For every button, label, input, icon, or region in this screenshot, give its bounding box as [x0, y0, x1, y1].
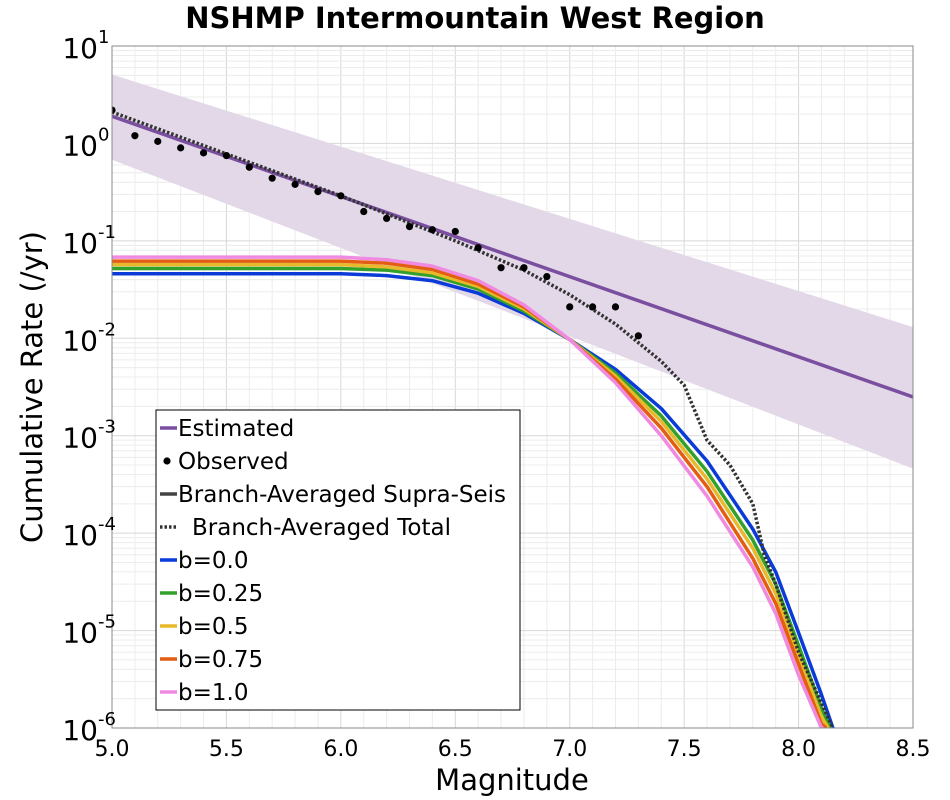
observed-point — [131, 132, 139, 140]
x-tick-label: 5.5 — [209, 737, 244, 762]
observed-point — [474, 244, 482, 252]
legend-label: b=0.0 — [178, 548, 248, 574]
observed-point — [634, 332, 642, 340]
observed-point — [566, 303, 574, 311]
observed-point — [520, 264, 528, 272]
legend-entry: Observed — [163, 449, 289, 475]
legend-entry: Branch-Averaged Supra-Seis — [160, 482, 506, 508]
observed-point — [222, 152, 231, 160]
observed-point — [112, 106, 116, 114]
legend-label: b=0.25 — [178, 581, 263, 607]
series-b-1-0 — [112, 255, 824, 728]
observed-point — [177, 144, 185, 152]
observed-point — [451, 227, 459, 236]
y-tick-base: 10 — [62, 227, 98, 260]
y-tick-exponent: -5 — [98, 612, 116, 633]
y-tick-label: 10 -3 — [62, 417, 116, 455]
legend-entry: Estimated — [160, 416, 294, 442]
y-tick-label: 10 -4 — [62, 514, 116, 552]
x-tick-label: 6.0 — [323, 737, 358, 762]
observed-point — [337, 192, 345, 200]
legend-entry: Branch-Averaged Total — [160, 515, 451, 541]
y-tick-base: 10 — [62, 422, 98, 455]
y-tick-exponent: -1 — [98, 222, 116, 243]
legend-entry: b=0.75 — [160, 647, 263, 673]
y-tick-base: 10 — [62, 324, 98, 357]
legend-entry: b=0.0 — [160, 548, 248, 574]
series-b-0-0 — [112, 271, 835, 728]
confidence-band — [112, 74, 913, 469]
observed-point — [543, 272, 551, 281]
legend-marker — [163, 457, 171, 465]
observed-point — [428, 226, 436, 234]
x-tick-label: 6.5 — [438, 737, 473, 762]
legend-label: Branch-Averaged Supra-Seis — [178, 482, 506, 508]
observed-point — [245, 163, 253, 171]
legend-entry: b=1.0 — [160, 680, 248, 706]
y-tick-exponent: -3 — [98, 417, 116, 438]
y-tick-base: 10 — [62, 129, 98, 162]
legend-label: b=0.75 — [178, 647, 263, 673]
legend-label: Observed — [178, 449, 289, 475]
plot-frame — [111, 45, 914, 729]
y-tick-label: 10 0 — [62, 124, 109, 162]
y-tick-base: 10 — [62, 714, 98, 747]
observed-point — [611, 303, 620, 311]
y-axis-label: Cumulative Rate (/yr) — [15, 231, 49, 543]
y-tick-exponent: -4 — [98, 514, 116, 535]
y-tick-label: 10 -2 — [62, 319, 116, 357]
observed-point — [589, 303, 597, 311]
y-tick-base: 10 — [62, 519, 98, 552]
legend-entry: b=0.25 — [160, 581, 263, 607]
observed-point — [405, 223, 414, 231]
y-tick-exponent: -2 — [98, 319, 116, 340]
observed-point — [291, 180, 299, 188]
x-tick-label: 8.5 — [896, 737, 931, 762]
series-b-0-75 — [112, 259, 828, 728]
confidence-band-layer — [112, 74, 913, 469]
x-tick-label: 7.5 — [667, 737, 702, 762]
y-tick-label: 10 -1 — [62, 222, 116, 260]
observed-point — [199, 149, 208, 157]
series-branch-averaged-total — [112, 110, 835, 728]
legend-entry: b=0.5 — [160, 614, 248, 640]
chart-title: NSHMP Intermountain West Region — [185, 1, 765, 35]
observed-point — [360, 207, 368, 216]
observed-point — [497, 264, 505, 272]
y-tick-exponent: -6 — [98, 709, 116, 730]
y-tick-base: 10 — [62, 32, 98, 65]
observed-point — [268, 174, 276, 182]
series-b-0-5 — [112, 262, 830, 728]
x-tick-labels: 5.0 5.5 6.0 6.5 7.0 7.5 8.0 8.5 — [95, 737, 931, 762]
x-tick-label: 8.0 — [781, 737, 816, 762]
y-tick-exponent: 0 — [98, 124, 109, 145]
legend-label: Branch-Averaged Total — [192, 515, 451, 541]
observed-point — [314, 188, 322, 196]
legend: Estimated Observed Branch-Averaged Supra-S… — [155, 409, 521, 711]
observed-point — [383, 214, 391, 223]
legend-box — [155, 409, 521, 711]
legend-label: b=0.5 — [178, 614, 248, 640]
y-tick-label: 10 1 — [62, 27, 109, 65]
x-tick-label: 5.0 — [95, 737, 130, 762]
series-estimated — [112, 114, 913, 399]
legend-label: Estimated — [178, 416, 294, 442]
y-tick-exponent: 1 — [98, 27, 109, 48]
observed-point — [154, 137, 162, 145]
x-axis-label: Magnitude — [435, 763, 589, 797]
y-tick-label: 10 -6 — [62, 709, 116, 747]
series-layer — [112, 106, 913, 728]
y-tick-base: 10 — [62, 617, 98, 650]
legend-label: b=1.0 — [178, 680, 248, 706]
y-tick-label: 10 -5 — [62, 612, 116, 650]
x-tick-label: 7.0 — [552, 737, 587, 762]
